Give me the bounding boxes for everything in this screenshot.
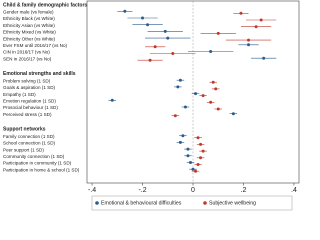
row-label: Family connection (1 SD) [3,134,55,139]
row-label: Ethnicity Asian (vs White) [3,23,55,28]
row-label: Participation in home & school (1 SD) [3,167,80,172]
row-label: Prosocial behaviour (1 SD) [3,105,58,110]
row-label: Peer support (1 SD) [3,147,44,152]
point [171,52,175,55]
row-label: Ethnicity Mixed (vs White) [3,30,56,35]
point [201,94,205,98]
point [209,100,213,104]
legend-marker [95,201,99,205]
point [247,43,251,47]
point [209,50,213,53]
chart: -.4 -.2 0 .2 .4 Child & family demographic fa… [3,0,300,211]
point [141,16,145,20]
point [186,147,190,151]
row-label: Perceived stress (1 SD) [3,112,52,117]
point [259,18,263,22]
row-label: Ethnicity Other (vs White) [3,36,56,41]
point [211,80,215,84]
point [178,140,182,144]
row-label: Gender male (vs female) [3,10,54,15]
section-header: Emotional strengths and skills [3,71,76,77]
row-label: Goals & aspiration (1 SD) [3,85,56,90]
point [196,163,200,166]
point [146,23,150,27]
point [173,114,177,118]
legend-label: Emotional & behavioural difficulties [101,200,182,206]
row-label: Participation in community (1 SD) [3,161,72,166]
point [153,45,157,49]
x-tick-label: -.2 [138,187,146,194]
row-label: Ever FSM until 2016/17 (vs No) [3,43,68,48]
point [191,167,195,171]
point [163,29,167,33]
section-header: Child & family demographic factors [3,2,87,8]
row-label: CIN in 2016/17 (vs No) [3,50,50,55]
row-label: Ethnicity Black (vs White) [3,16,55,21]
point [181,134,185,138]
point [216,31,220,35]
point [201,149,205,153]
row-label: Problem solving (1 SD) [3,78,51,83]
point [123,9,127,13]
point [262,56,266,60]
point [194,92,198,96]
point [176,85,180,89]
point [183,105,187,109]
legend-marker [203,201,207,205]
point [199,156,203,160]
point [214,87,218,91]
point [216,107,220,111]
legend-label: Subjective wellbeing [209,200,256,206]
point [186,154,190,158]
row-label: Emotion regulation (1 SD) [3,99,56,104]
x-tick-label: .2 [241,187,247,194]
x-tick-label: .4 [291,187,297,194]
point [231,112,235,116]
row-label: Community connection (1 SD) [3,154,65,159]
point [110,98,114,102]
point [254,25,258,29]
row-label: SEN in 2016/17 (vs No) [3,56,52,61]
point [239,11,243,15]
point [247,38,251,42]
row-label: School connection (1 SD) [3,141,56,146]
point [178,78,182,82]
section-header: Support networks [3,127,46,133]
legend-box [91,195,293,211]
point [199,142,203,146]
x-tick-label: -.4 [88,187,96,194]
point [194,169,198,173]
point [148,58,152,62]
row-label: Empathy (1 SD) [3,92,36,97]
page: -.4 -.2 0 .2 .4 Child & family demographic fa… [3,0,300,211]
point [188,161,192,164]
point [166,36,170,40]
x-tick-label: 0 [191,187,195,194]
point [196,136,200,140]
